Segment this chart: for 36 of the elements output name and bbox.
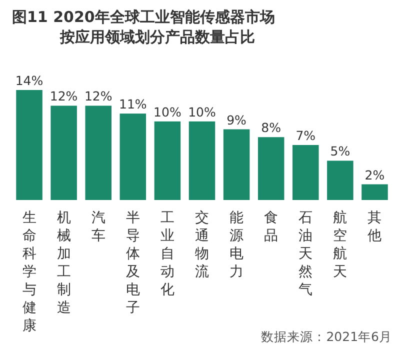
data-label: 8% <box>261 120 282 136</box>
bar <box>16 90 42 200</box>
x-tick-label: 半导体及电子 <box>126 210 140 316</box>
bar <box>188 121 216 200</box>
data-label: 11% <box>119 96 147 112</box>
bar <box>258 137 284 200</box>
x-tick-label: 机械加工制造 <box>56 210 71 316</box>
data-label: 14% <box>15 73 44 88</box>
data-label: 9% <box>226 112 247 128</box>
x-tick-label: 食品 <box>264 210 278 244</box>
bar <box>292 145 319 200</box>
data-label: 5% <box>330 144 350 159</box>
x-tick-label: 其他 <box>368 210 382 244</box>
x-tick-label: 生命科学与健康 <box>22 210 36 334</box>
x-tick-label: 工业自动化 <box>160 210 174 298</box>
x-tick-label: 能源电力 <box>230 210 244 280</box>
data-label: 10% <box>188 104 216 120</box>
chart-subtitle: 按应用领域划分产品数量占比 <box>59 28 255 46</box>
data-label: 12% <box>50 88 78 104</box>
bar <box>327 160 354 200</box>
bar <box>154 121 181 200</box>
x-tick-label: 石油天然气 <box>298 210 313 298</box>
x-tick-label: 航空航天 <box>333 210 348 280</box>
data-label: 10% <box>154 104 182 120</box>
data-label: 2% <box>364 167 385 182</box>
bar <box>120 114 146 200</box>
bar <box>85 106 112 200</box>
data-label: 7% <box>296 128 316 143</box>
x-tick-label: 交通物流 <box>195 210 209 280</box>
source-note: 数据来源：2021年6月 <box>261 329 392 344</box>
bar <box>223 129 250 200</box>
bar <box>50 106 77 200</box>
bar <box>362 184 388 200</box>
data-label: 12% <box>84 88 112 104</box>
chart-title: 图11 2020年全球工业智能传感器市场 <box>12 8 275 26</box>
x-tick-label: 汽车 <box>91 210 106 244</box>
